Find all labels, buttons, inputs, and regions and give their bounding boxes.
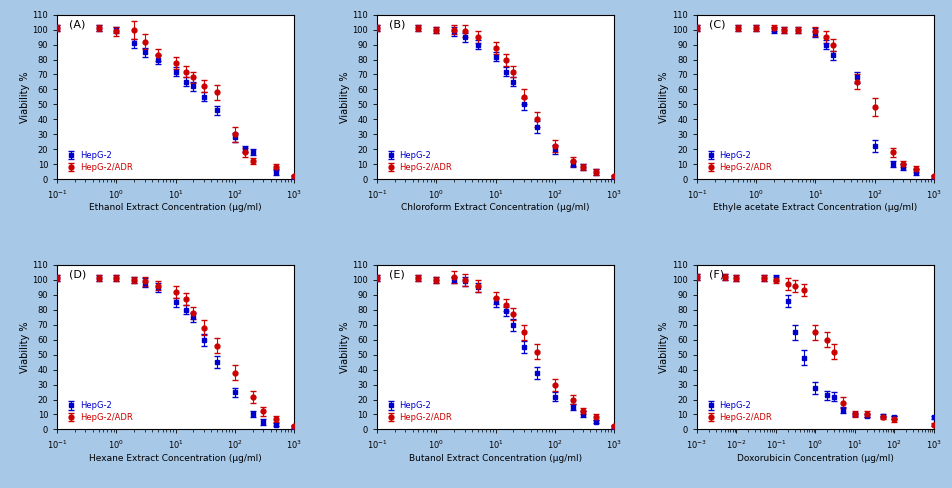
X-axis label: Ethyle acetate Extract Concentration (μg/ml): Ethyle acetate Extract Concentration (μg… (713, 203, 917, 212)
Legend: HepG-2, HepG-2/ADR: HepG-2, HepG-2/ADR (381, 148, 455, 175)
Y-axis label: Viability %: Viability % (659, 71, 668, 122)
Y-axis label: Viability %: Viability % (659, 322, 668, 373)
Y-axis label: Viability %: Viability % (20, 71, 30, 122)
Legend: HepG-2, HepG-2/ADR: HepG-2, HepG-2/ADR (381, 398, 455, 425)
Text: (D): (D) (69, 270, 87, 280)
Y-axis label: Viability %: Viability % (339, 71, 349, 122)
Legend: HepG-2, HepG-2/ADR: HepG-2, HepG-2/ADR (701, 398, 775, 425)
Y-axis label: Viability %: Viability % (20, 322, 30, 373)
Text: (F): (F) (708, 270, 724, 280)
X-axis label: Butanol Extract Concentration (μg/ml): Butanol Extract Concentration (μg/ml) (408, 454, 582, 463)
Text: (B): (B) (388, 20, 405, 30)
Text: (C): (C) (708, 20, 724, 30)
X-axis label: Chloroform Extract Concentration (μg/ml): Chloroform Extract Concentration (μg/ml) (401, 203, 589, 212)
Legend: HepG-2, HepG-2/ADR: HepG-2, HepG-2/ADR (61, 398, 135, 425)
Text: (E): (E) (388, 270, 405, 280)
Legend: HepG-2, HepG-2/ADR: HepG-2, HepG-2/ADR (61, 148, 135, 175)
X-axis label: Hexane Extract Concentration (μg/ml): Hexane Extract Concentration (μg/ml) (89, 454, 262, 463)
Legend: HepG-2, HepG-2/ADR: HepG-2, HepG-2/ADR (701, 148, 775, 175)
Text: (A): (A) (69, 20, 86, 30)
X-axis label: Ethanol Extract Concentration (μg/ml): Ethanol Extract Concentration (μg/ml) (89, 203, 262, 212)
Y-axis label: Viability %: Viability % (339, 322, 349, 373)
X-axis label: Doxorubicin Concentration (μg/ml): Doxorubicin Concentration (μg/ml) (736, 454, 893, 463)
